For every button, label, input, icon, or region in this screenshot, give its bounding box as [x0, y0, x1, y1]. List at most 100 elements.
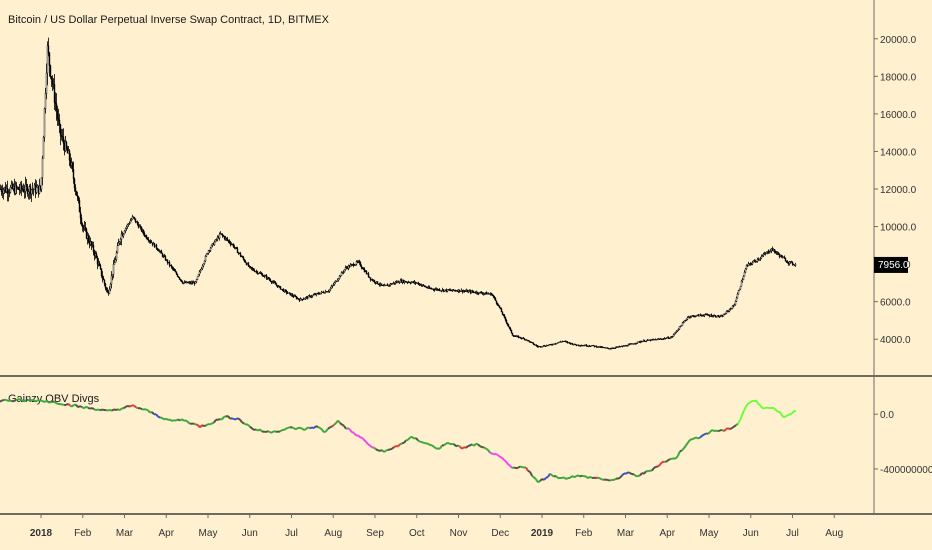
obv-segment [517, 465, 521, 469]
candle-body [703, 314, 706, 316]
candle-body [710, 314, 713, 317]
candle-body [675, 331, 678, 333]
candle-body [380, 283, 383, 286]
obv-segment [377, 449, 381, 452]
obv-segment [253, 428, 257, 431]
obv-segment [33, 399, 37, 403]
obv-segment [113, 408, 117, 411]
candle-body [126, 224, 129, 228]
obv-segment [541, 478, 545, 481]
obv-segment [711, 429, 715, 432]
candle-body [667, 337, 670, 339]
obv-segment [65, 402, 69, 406]
obv-segment [745, 402, 749, 407]
obv-segment [697, 436, 701, 440]
candle-body [171, 266, 174, 269]
obv-segment [701, 433, 705, 437]
candle-body [7, 192, 10, 194]
candle-body [572, 344, 575, 346]
obv-segment [123, 405, 127, 410]
obv-segment [83, 405, 87, 410]
candle-body [241, 256, 244, 258]
candle-body [685, 319, 688, 321]
candle-body [509, 327, 512, 331]
obv-segment [693, 436, 697, 440]
obv-segment [265, 430, 269, 433]
obv-segment [201, 424, 205, 427]
x-tick-label: Jul [285, 528, 298, 539]
candle-body [676, 329, 679, 332]
candle-body [505, 320, 508, 324]
candles [0, 37, 797, 350]
obv-segment [699, 434, 703, 439]
x-tick-label: 2018 [30, 528, 53, 539]
candle-body [232, 244, 235, 248]
candle-body [60, 135, 63, 137]
obv-segment [45, 400, 49, 403]
candle-body [239, 253, 242, 257]
obv-segment [539, 478, 543, 482]
obv-segment [89, 407, 93, 410]
candle-body [268, 278, 271, 281]
obv-segment [525, 466, 529, 472]
candle-body [243, 259, 246, 262]
obv-segment [703, 432, 707, 436]
candle-body [498, 305, 501, 308]
obv-segment [271, 430, 275, 434]
candle-body [180, 279, 183, 282]
obv-segment [217, 418, 221, 421]
obv-segment [489, 451, 493, 455]
obv-segment [397, 443, 401, 447]
candle-body [671, 336, 674, 338]
candle-body [773, 248, 776, 252]
obv-segment [249, 426, 253, 430]
candle-body [756, 259, 759, 262]
obv-segment [13, 399, 17, 402]
candle-body [452, 289, 455, 291]
candle-body [783, 257, 786, 259]
candle-body [341, 272, 344, 274]
obv-segment [169, 418, 173, 422]
candle-body [32, 189, 35, 191]
candle-body [683, 320, 686, 323]
obv-segment [213, 419, 217, 424]
obv-segment [71, 403, 75, 408]
candle-body [259, 272, 262, 274]
candle-body [256, 271, 259, 274]
obv-segment [337, 419, 341, 424]
candle-body [203, 260, 206, 264]
obv-segment [773, 407, 777, 411]
obv-segment [393, 445, 397, 449]
candle-body [43, 108, 46, 138]
candle-body [170, 265, 173, 268]
obv-segment [353, 432, 357, 437]
candle-body [240, 255, 243, 257]
candle-body [145, 235, 148, 239]
obv-segment [747, 402, 751, 405]
candle-body [95, 253, 98, 259]
candle-body [133, 217, 136, 219]
obv-segment [643, 470, 647, 475]
candle-body [723, 314, 726, 316]
candle-body [686, 317, 689, 320]
candle-body [365, 271, 368, 275]
obv-segment [403, 439, 407, 444]
obv-segment [161, 417, 165, 421]
obv-segment [127, 405, 131, 408]
candle-body [417, 282, 420, 285]
candle-body [665, 337, 668, 339]
obv-segment [617, 476, 621, 480]
candle-body [511, 332, 514, 336]
obv-segment [685, 441, 689, 446]
obv-segment [473, 443, 477, 447]
candle-body [221, 233, 224, 236]
candle-body [105, 287, 108, 290]
candle-body [607, 347, 610, 349]
candle-body [422, 284, 425, 286]
candle-body [677, 329, 680, 331]
candle-body [310, 296, 313, 298]
candle-body [114, 259, 117, 263]
candle-body [117, 242, 120, 246]
obv-segment [9, 399, 13, 403]
